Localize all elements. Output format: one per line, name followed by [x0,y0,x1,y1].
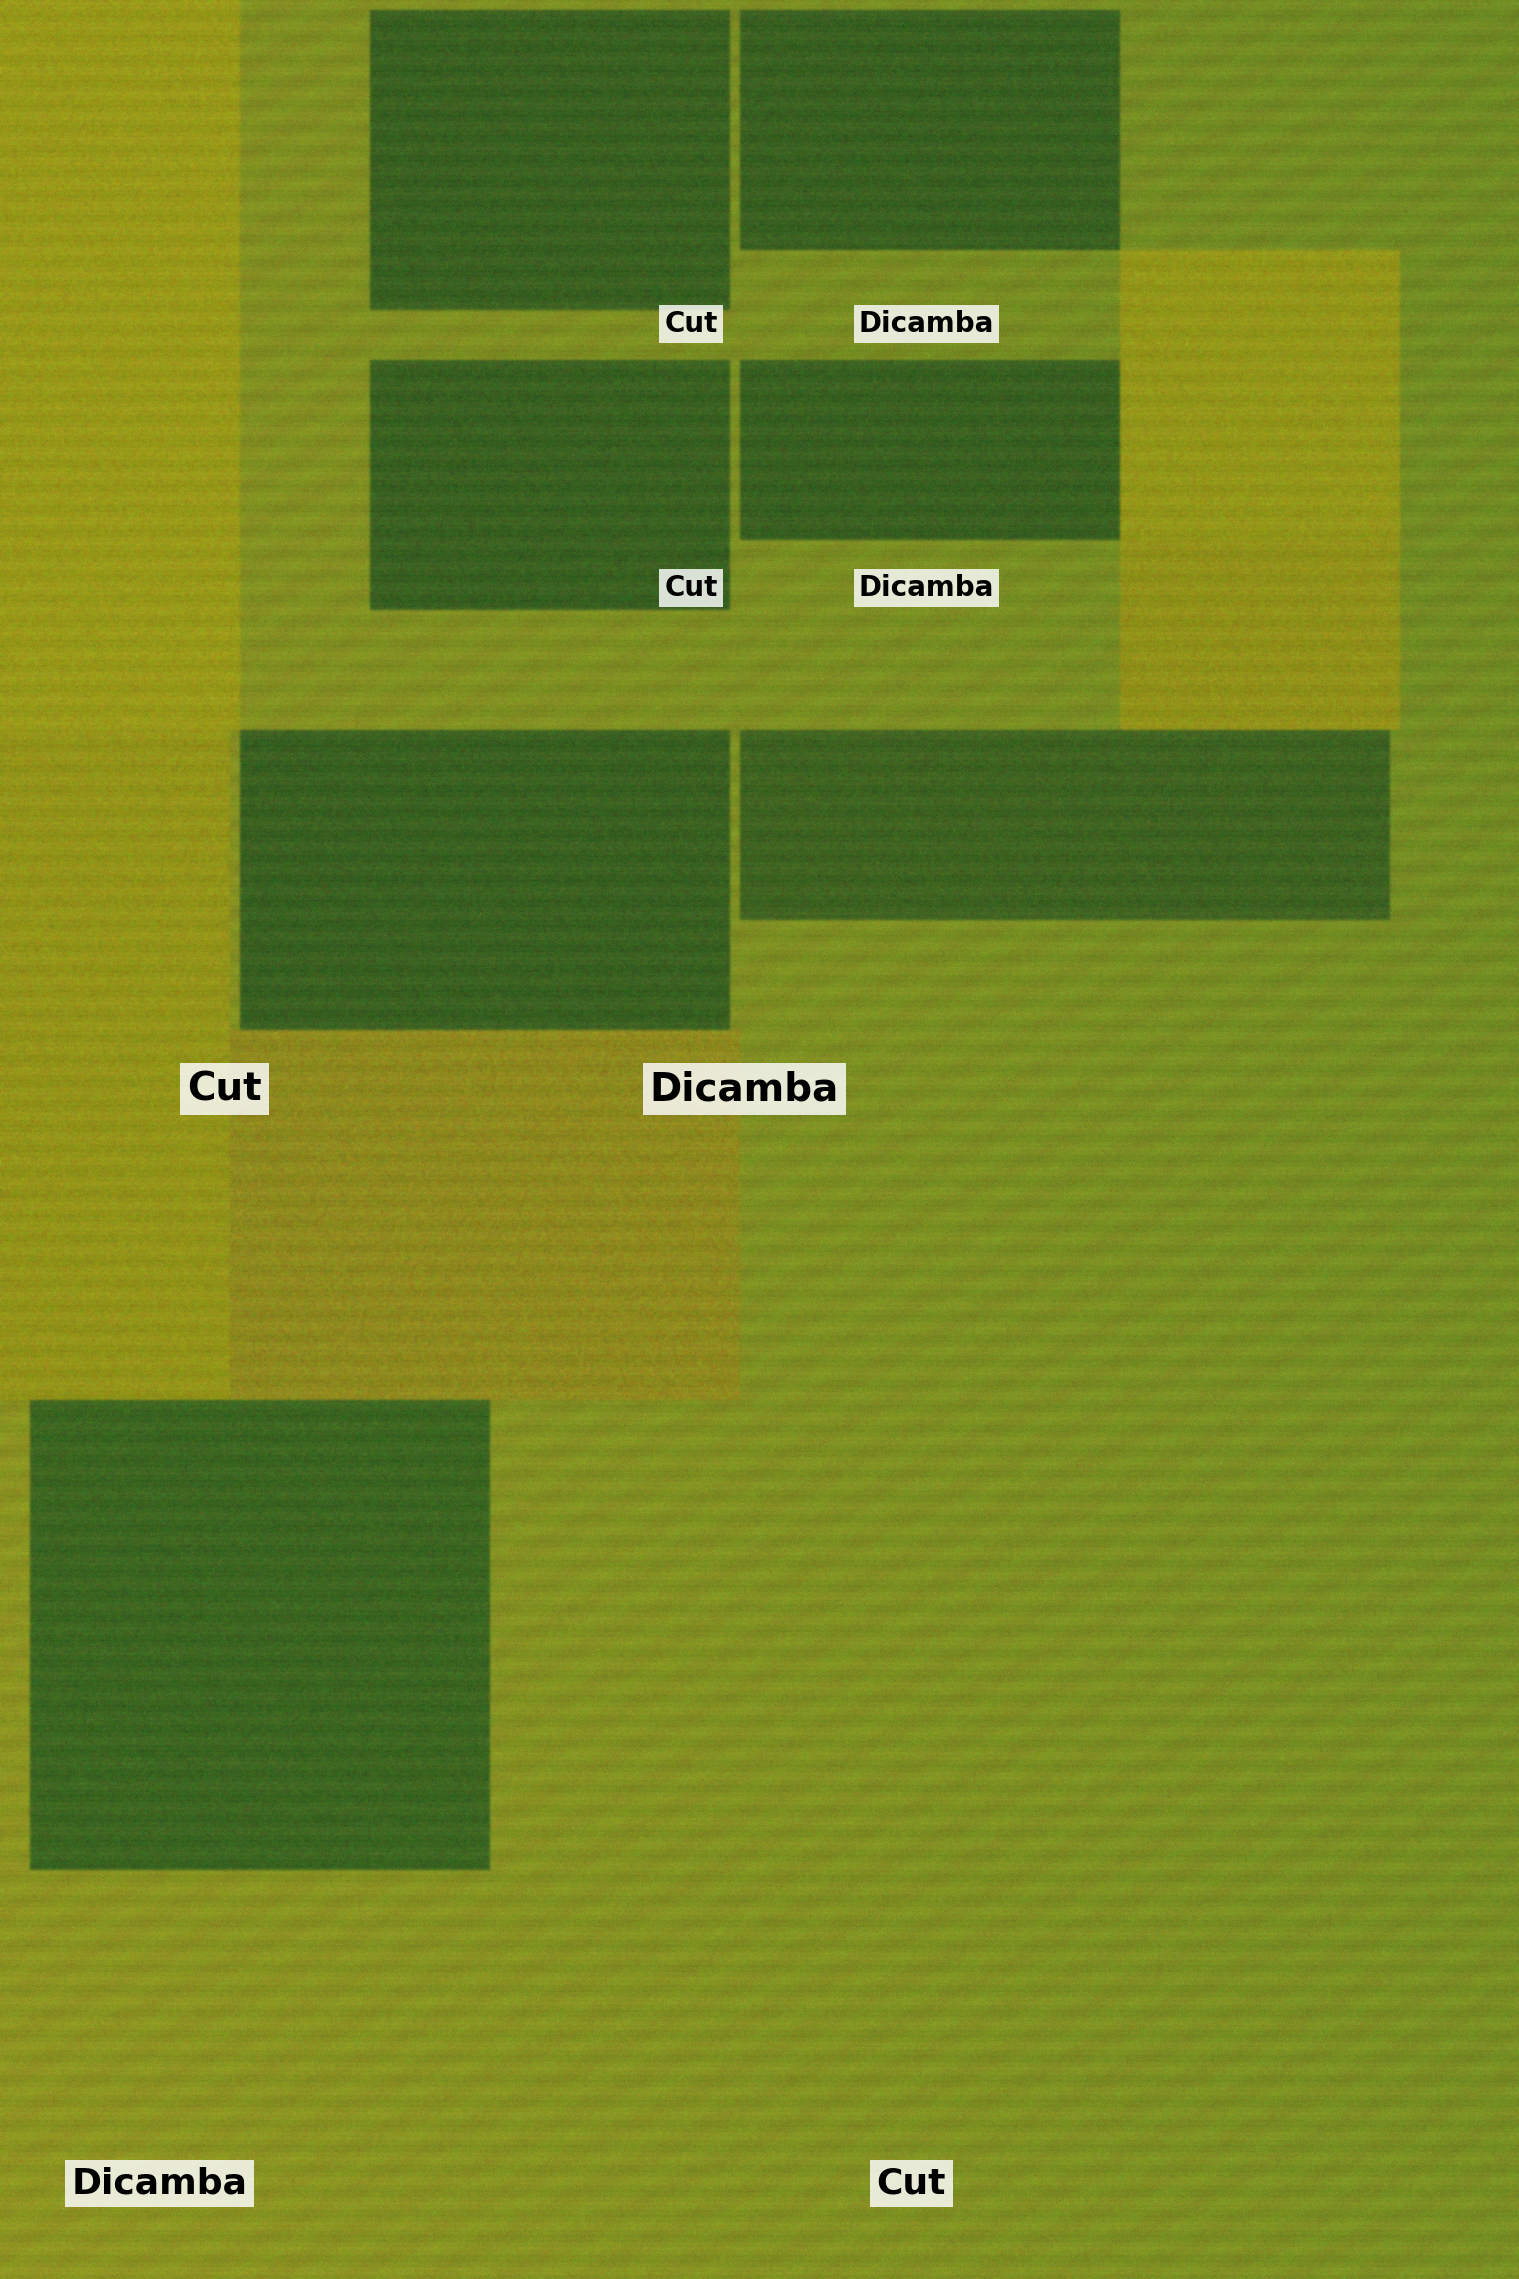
Text: Cut: Cut [876,2167,946,2199]
Text: Cut: Cut [664,574,718,602]
Text: Dicamba: Dicamba [650,1071,838,1108]
Text: Cut: Cut [187,1071,263,1108]
Text: Dicamba: Dicamba [858,310,995,337]
Text: Cut: Cut [664,310,718,337]
Text: Dicamba: Dicamba [858,574,995,602]
Text: Dicamba: Dicamba [71,2167,248,2199]
